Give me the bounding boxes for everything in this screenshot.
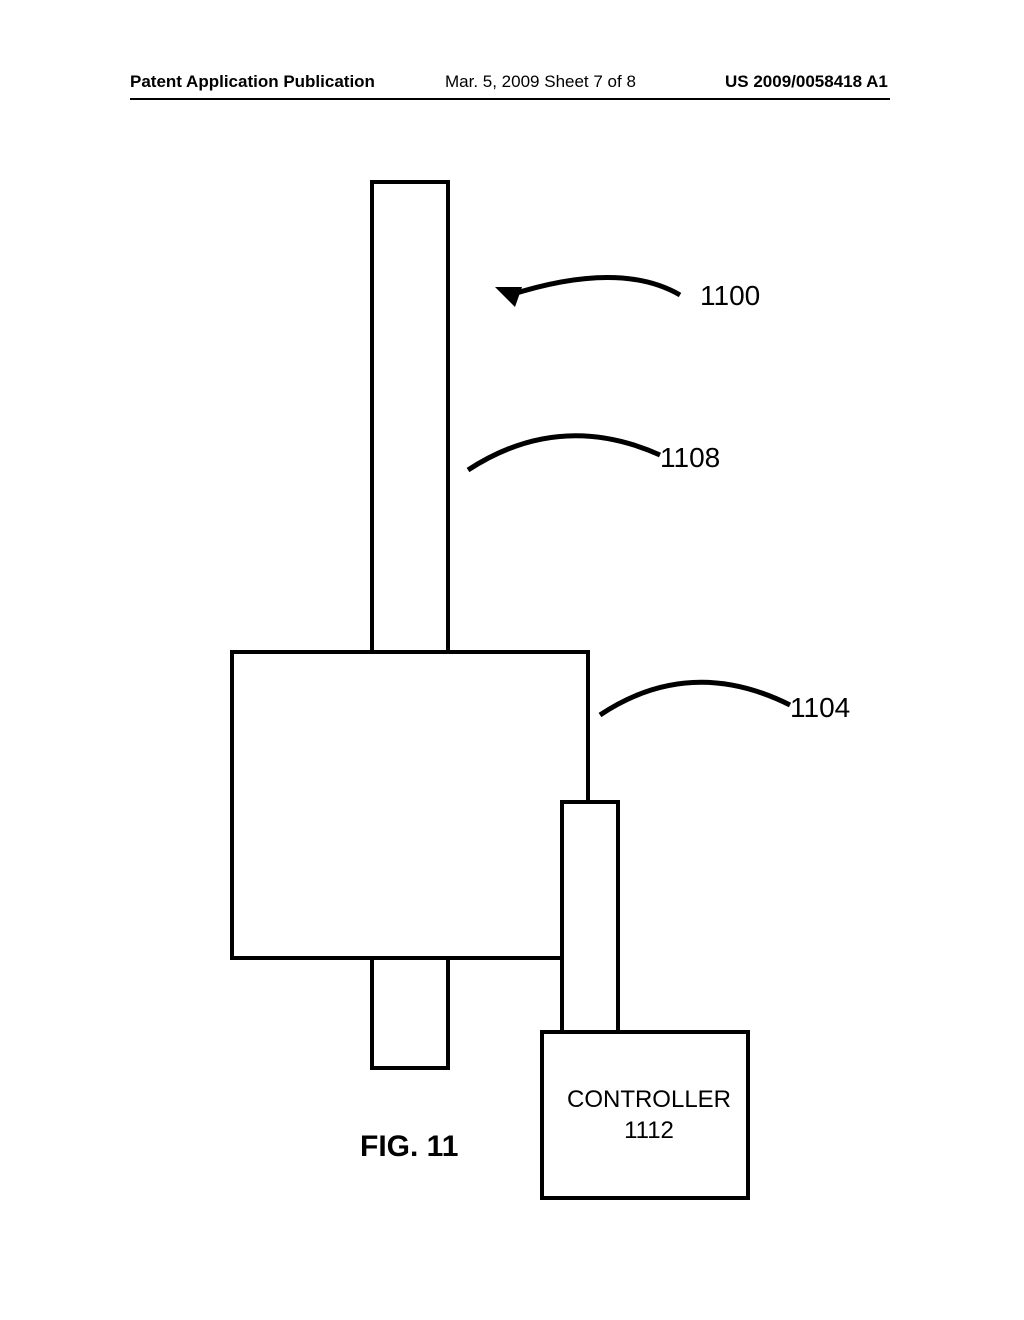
connector-bar: [560, 800, 620, 1060]
controller-box-1112: CONTROLLER 1112: [540, 1030, 750, 1200]
ref-1108: 1108: [660, 442, 720, 474]
leader-1104: [590, 665, 820, 735]
figure-label: FIG. 11: [360, 1130, 458, 1164]
leader-1100: [450, 245, 710, 325]
page: Patent Application Publication Mar. 5, 2…: [0, 0, 1024, 1320]
controller-text: CONTROLLER: [567, 1086, 731, 1113]
header-center: Mar. 5, 2009 Sheet 7 of 8: [445, 72, 636, 92]
controller-number: 1112: [624, 1117, 674, 1144]
ref-1104: 1104: [790, 692, 850, 724]
header-right: US 2009/0058418 A1: [725, 72, 888, 92]
header-rule: [130, 98, 890, 100]
figure-diagram: CONTROLLER 1112 1100 1108 1104 FIG. 11: [0, 160, 1024, 1210]
leader-1108: [450, 420, 690, 490]
main-box-1104: [230, 650, 590, 960]
ref-1100: 1100: [700, 280, 760, 312]
controller-label: CONTROLLER 1112: [544, 1084, 754, 1146]
header-left: Patent Application Publication: [130, 72, 375, 92]
